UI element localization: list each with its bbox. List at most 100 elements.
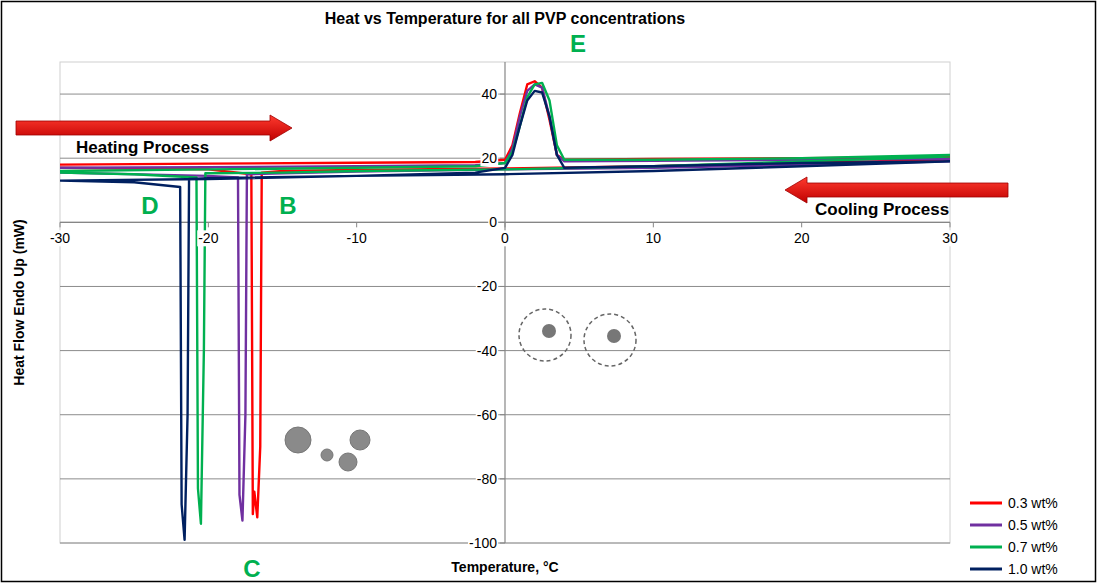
x-tick-label: -20 (198, 230, 218, 246)
y-tick-label-group: -60 (476, 407, 498, 423)
y-tick-label-group: 20 (480, 150, 498, 166)
label-patch (941, 230, 959, 246)
grid-line (60, 94, 950, 95)
x-tick-label: 30 (942, 230, 958, 246)
x-tick (950, 222, 951, 227)
legend-swatch (970, 568, 1002, 571)
x-tick-label-group: -20 (197, 230, 219, 246)
y-tick (500, 350, 505, 351)
x-tick-label-group: 20 (793, 230, 811, 246)
series-line (60, 84, 950, 520)
y-axis (504, 62, 505, 543)
grid-line (60, 414, 950, 415)
grid-line (60, 543, 950, 544)
x-tick (505, 222, 506, 227)
x-tick-label-group: 0 (500, 230, 510, 246)
grid-line (60, 222, 950, 223)
x-tick (356, 222, 357, 227)
annotation: Cooling Process (815, 200, 949, 219)
legend-label: 0.5 wt% (1008, 517, 1058, 533)
grid-line (60, 478, 950, 479)
x-axis (60, 222, 950, 223)
x-tick (653, 222, 654, 227)
y-tick-label: 20 (481, 150, 497, 166)
label-patch (346, 230, 368, 246)
label-patch (793, 230, 811, 246)
y-tick (500, 222, 505, 223)
label-patch (476, 343, 498, 359)
series-line (60, 91, 950, 540)
y-tick-label-group: 40 (480, 86, 498, 102)
chart: -30-20-100102030-100-80-60-40-2002040Hea… (0, 0, 1097, 583)
annotation: D (141, 192, 158, 219)
cage-icon (584, 314, 636, 366)
label-patch (476, 278, 498, 294)
chart-border (2, 2, 1096, 582)
x-tick-label: -30 (50, 230, 70, 246)
legend: 0.3 wt% 0.5 wt% 0.7 wt% 1.0 wt% (970, 495, 1058, 577)
y-tick-label: -100 (469, 535, 497, 551)
x-tick-label: -10 (347, 230, 367, 246)
x-tick-label-group: -30 (49, 230, 71, 246)
y-tick-label-group: -80 (476, 471, 498, 487)
x-tick (208, 222, 209, 227)
y-tick (500, 478, 505, 479)
y-tick (500, 94, 505, 95)
series-line (60, 81, 950, 517)
y-tick-label-group: -100 (468, 535, 498, 551)
y-tick (500, 414, 505, 415)
annotation: E (570, 30, 586, 57)
y-tick (500, 158, 505, 159)
x-axis-title: Temperature, °C (451, 559, 558, 575)
y-tick-label: -60 (477, 407, 497, 423)
cage-core (607, 329, 621, 343)
y-tick (500, 286, 505, 287)
x-tick-label-group: 10 (645, 230, 663, 246)
series-line (60, 83, 950, 524)
label-patch (480, 86, 498, 102)
annotation: C (243, 555, 260, 582)
droplet-icon (350, 430, 370, 450)
annotation: Heating Process (76, 138, 209, 157)
y-tick-label-group: -20 (476, 278, 498, 294)
cage-core (542, 324, 556, 338)
title: Heat vs Temperature for all PVP concentr… (325, 10, 686, 27)
legend-label: 0.7 wt% (1008, 539, 1058, 555)
x-tick (801, 222, 802, 227)
y-tick-label: 0 (489, 214, 497, 230)
y-tick-label: -40 (477, 343, 497, 359)
label-patch (480, 150, 498, 166)
legend-label: 0.3 wt% (1008, 495, 1058, 511)
y-tick-label: -80 (477, 471, 497, 487)
y-axis-title: Heat Flow Endo Up (mW) (11, 219, 27, 385)
x-tick-label: 10 (646, 230, 662, 246)
legend-swatch (970, 502, 1002, 505)
x-tick-label-group: -10 (346, 230, 368, 246)
grid-line (60, 350, 950, 351)
y-tick-label: -20 (477, 278, 497, 294)
grid-line (60, 286, 950, 287)
label-patch (476, 407, 498, 423)
y-tick-label-group: 0 (488, 214, 498, 230)
label-patch (476, 471, 498, 487)
x-tick-label-group: 30 (941, 230, 959, 246)
droplet-icon (285, 427, 311, 453)
label-patch (645, 230, 663, 246)
label-patch (197, 230, 219, 246)
label-patch (468, 535, 498, 551)
label-patch (500, 230, 510, 246)
legend-swatch (970, 524, 1002, 527)
droplet-icon (321, 449, 333, 461)
annotation: B (279, 192, 296, 219)
cage-icon (519, 309, 571, 361)
x-tick-label: 20 (794, 230, 810, 246)
x-tick-label: 0 (501, 230, 509, 246)
droplet-icon (339, 453, 357, 471)
legend-label: 1.0 wt% (1008, 561, 1058, 577)
label-patch (488, 214, 498, 230)
x-tick (60, 222, 61, 227)
y-tick-label-group: -40 (476, 343, 498, 359)
legend-swatch (970, 546, 1002, 549)
y-tick-label: 40 (481, 86, 497, 102)
decoration (285, 309, 636, 471)
